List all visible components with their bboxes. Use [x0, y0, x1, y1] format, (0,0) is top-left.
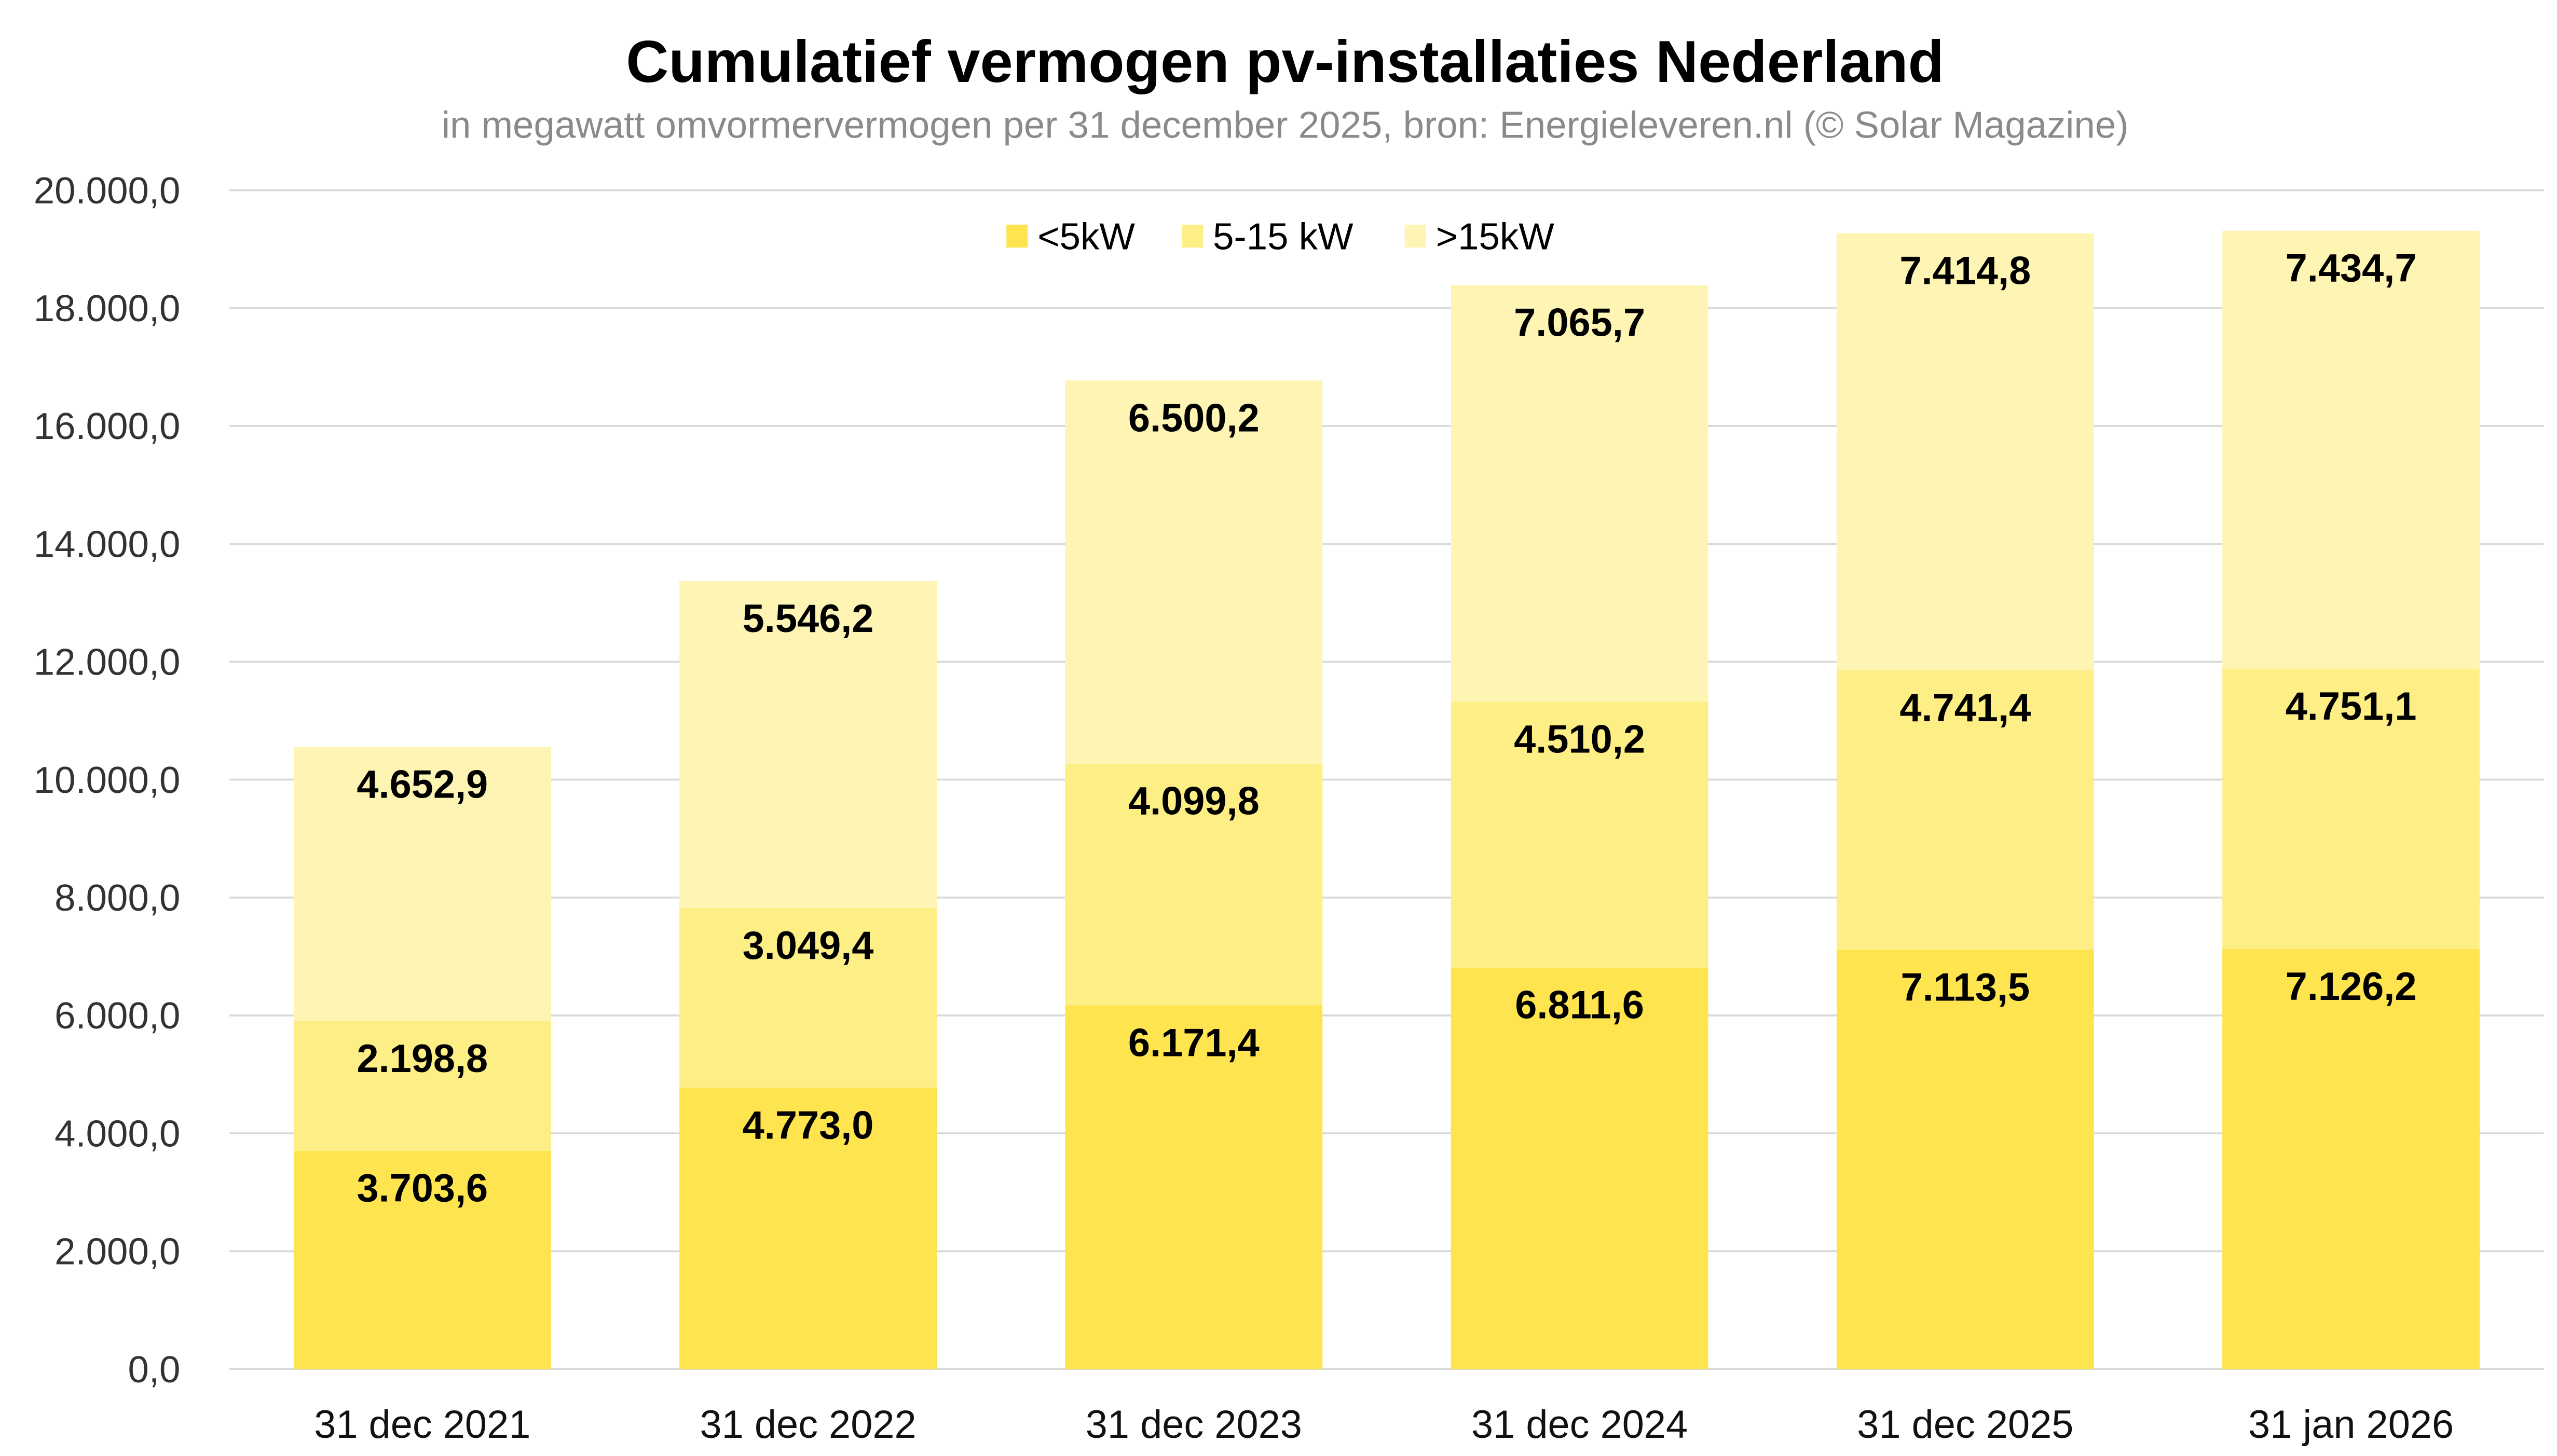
bar-segment [293, 1021, 551, 1151]
y-axis: 0,0 2.000,0 4.000,0 6.000,0 8.000,0 10.000,0 1… [34, 170, 181, 1391]
bar-segment [679, 908, 937, 1088]
legend-label: 5-15 kW [1213, 215, 1353, 257]
bar-segment [2222, 669, 2480, 949]
bar-segment [2222, 949, 2480, 1369]
data-label: 7.414,8 [1899, 249, 2031, 293]
y-tick-label: 20.000,0 [34, 170, 181, 212]
y-tick-label: 4.000,0 [54, 1112, 180, 1155]
bar-segment [1065, 763, 1323, 1006]
y-tick-label: 12.000,0 [34, 641, 181, 683]
y-tick-label: 18.000,0 [34, 287, 181, 329]
bar-segment [1451, 967, 1708, 1369]
bar-segment [2222, 230, 2480, 669]
y-tick-label: 2.000,0 [54, 1231, 180, 1273]
legend: <5kW 5-15 kW >15kW [1006, 215, 1554, 257]
data-label: 2.198,8 [357, 1037, 488, 1081]
y-tick-label: 8.000,0 [54, 877, 180, 919]
y-tick-label: 10.000,0 [34, 759, 181, 801]
x-axis: 31 dec 2021 31 dec 2022 31 dec 2023 31 dec … [314, 1403, 2454, 1447]
bar-segment [1451, 702, 1708, 968]
chart-title: Cumulatief vermogen pv-installaties Nede… [626, 29, 1944, 95]
bars: 3.703,6 2.198,8 4.652,9 4.773,0 3.049,4 5.546… [293, 230, 2480, 1369]
bar-segment [679, 581, 937, 908]
bar-segment [293, 1150, 551, 1369]
bar-segment [1451, 285, 1708, 702]
x-tick-label: 31 dec 2023 [1086, 1403, 1302, 1447]
data-label: 4.510,2 [1514, 717, 1645, 761]
bar-segment [1836, 233, 2094, 670]
bar-segment [1065, 380, 1323, 764]
data-label: 3.703,6 [357, 1166, 488, 1211]
data-label: 6.500,2 [1128, 396, 1260, 440]
bar-segment [1836, 670, 2094, 950]
data-label: 7.434,7 [2286, 246, 2417, 291]
y-tick-label: 14.000,0 [34, 523, 181, 565]
x-tick-label: 31 dec 2021 [314, 1403, 530, 1447]
data-label: 4.652,9 [357, 762, 488, 806]
x-tick-label: 31 dec 2024 [1471, 1403, 1688, 1447]
x-tick-label: 31 dec 2025 [1857, 1403, 2073, 1447]
bar-segment [1065, 1005, 1323, 1369]
bar-segment [1836, 950, 2094, 1369]
data-label: 5.546,2 [743, 597, 874, 641]
data-label: 4.773,0 [743, 1103, 874, 1147]
data-label: 7.126,2 [2286, 965, 2417, 1009]
y-tick-label: 16.000,0 [34, 405, 181, 447]
data-label: 6.811,6 [1515, 983, 1644, 1027]
bar-segment [293, 747, 551, 1022]
data-label: 4.099,8 [1128, 779, 1260, 823]
legend-label: >15kW [1436, 215, 1554, 257]
y-tick-label: 0,0 [128, 1349, 180, 1391]
data-label: 7.113,5 [1901, 965, 2030, 1009]
chart-subtitle: in megawatt omvormervermogen per 31 dece… [442, 104, 2129, 146]
bar-segment [679, 1088, 937, 1369]
legend-swatch [1404, 224, 1426, 248]
legend-swatch [1006, 224, 1028, 248]
data-label: 3.049,4 [743, 924, 874, 968]
y-tick-label: 6.000,0 [54, 995, 180, 1037]
x-tick-label: 31 jan 2026 [2248, 1403, 2454, 1447]
data-label: 6.171,4 [1128, 1021, 1260, 1065]
data-label: 4.741,4 [1899, 686, 2031, 730]
data-label: 7.065,7 [1514, 301, 1645, 345]
data-label: 4.751,1 [2286, 684, 2417, 729]
legend-swatch [1182, 224, 1204, 248]
legend-label: <5kW [1037, 215, 1135, 257]
gridlines [229, 189, 2544, 1370]
x-tick-label: 31 dec 2022 [700, 1403, 916, 1447]
